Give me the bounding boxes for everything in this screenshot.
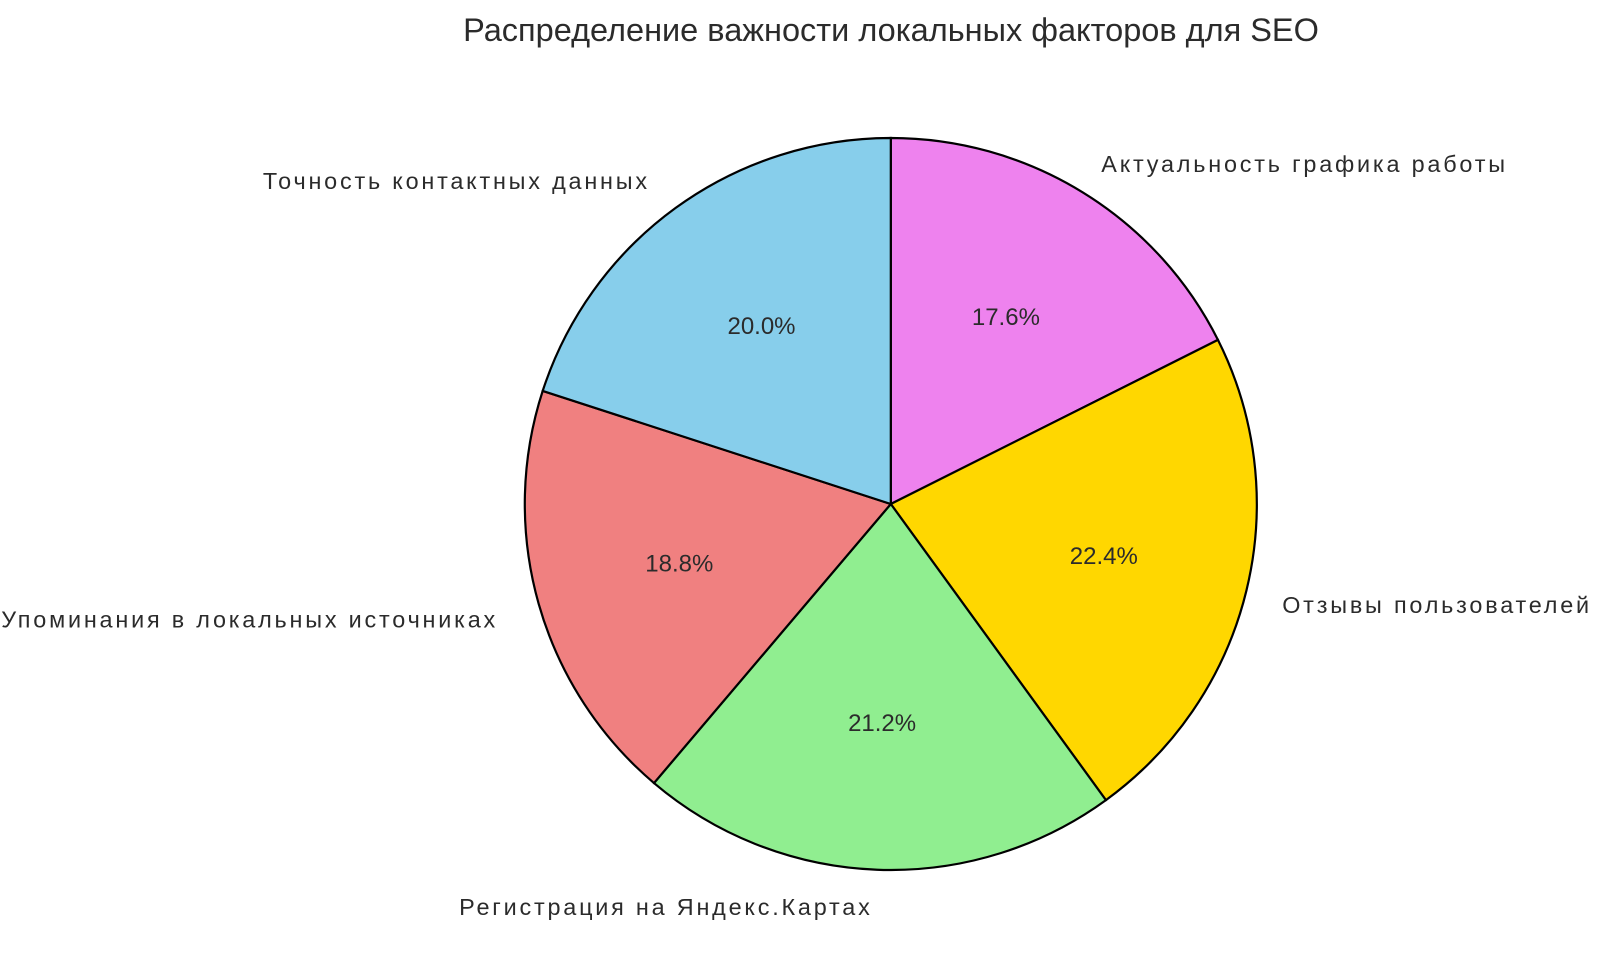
svg-text:Упоминания в локальных источни: Упоминания в локальных источниках [1,606,498,632]
svg-text:20.0%: 20.0% [727,313,795,340]
svg-text:Регистрация на Яндекс.Картах: Регистрация на Яндекс.Картах [459,894,873,920]
svg-text:Точность контактных данных: Точность контактных данных [263,168,650,194]
svg-text:Актуальность графика работы: Актуальность графика работы [1101,151,1508,177]
svg-text:21.2%: 21.2% [848,710,916,737]
svg-text:22.4%: 22.4% [1070,543,1138,570]
svg-text:17.6%: 17.6% [972,304,1040,331]
svg-text:18.8%: 18.8% [645,551,713,578]
svg-text:Отзывы пользователей: Отзывы пользователей [1282,592,1592,618]
